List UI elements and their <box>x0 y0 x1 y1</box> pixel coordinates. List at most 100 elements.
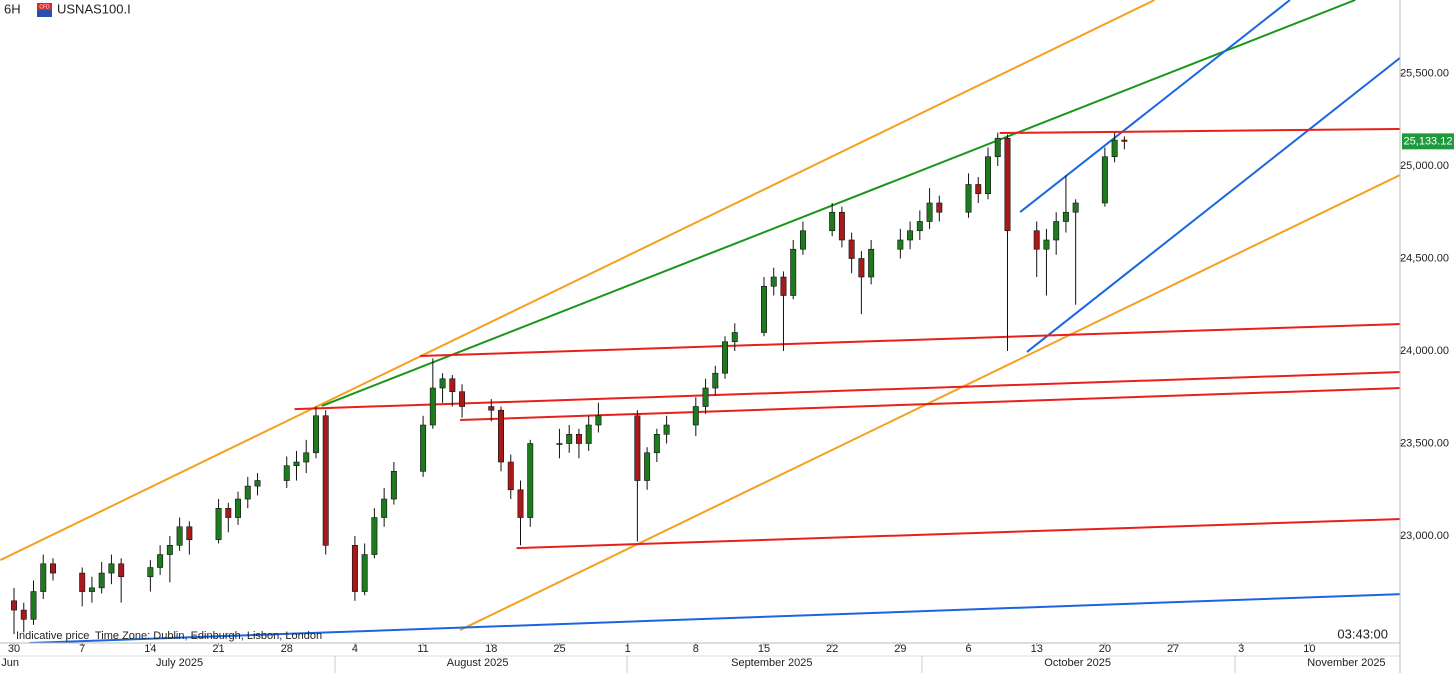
trendline <box>999 127 1400 135</box>
trendline <box>0 0 1155 562</box>
candle-body <box>595 415 602 426</box>
candle-body <box>176 526 183 546</box>
candle-body <box>186 526 193 541</box>
x-tick-label: 25 <box>553 643 565 655</box>
candle-body <box>244 485 251 500</box>
candle-layer <box>11 132 1128 635</box>
x-tick-label: 1 <box>625 643 631 655</box>
candle-body <box>459 391 466 407</box>
trendline <box>1019 0 1291 213</box>
month-label: October 2025 <box>1044 657 1111 669</box>
candle-body <box>926 202 933 222</box>
candle-body <box>498 409 504 463</box>
candle-body <box>1033 230 1040 250</box>
candle-body <box>488 406 495 411</box>
candle-body <box>780 276 787 296</box>
candle-body <box>381 498 388 518</box>
trendline <box>420 322 1400 358</box>
last-price-label: 25,133.12 <box>1404 135 1453 147</box>
symbol-icon-top <box>37 3 52 10</box>
trendline <box>1026 57 1400 353</box>
candle-body <box>566 433 573 444</box>
candle-body <box>293 461 300 467</box>
month-label: August 2025 <box>447 657 509 669</box>
candle-body <box>712 372 719 389</box>
y-tick-label: 23,500.00 <box>1400 437 1449 449</box>
x-tick-label: 3 <box>1238 643 1244 655</box>
candle-body <box>361 554 368 592</box>
candle-body <box>88 587 95 592</box>
trendline <box>29 593 1400 643</box>
candle-body <box>351 545 358 592</box>
y-tick-label: 24,000.00 <box>1400 345 1449 357</box>
candle-body <box>98 572 105 589</box>
candle-body <box>829 211 836 232</box>
x-tick-label: 11 <box>417 643 428 655</box>
candle-body <box>449 378 456 393</box>
y-tick-label: 24,500.00 <box>1400 252 1449 264</box>
candle-body <box>1072 202 1079 213</box>
candle-body <box>663 424 670 435</box>
candle-body <box>527 443 534 518</box>
candle-body <box>585 424 592 444</box>
candle-body <box>1004 137 1011 232</box>
x-tick-label: 28 <box>281 643 293 655</box>
candle-body <box>799 230 806 250</box>
timeframe: 6H <box>4 1 21 16</box>
clock: 03:43:00 <box>1337 626 1388 641</box>
candle-body <box>254 480 261 487</box>
candle-body <box>702 387 709 407</box>
trendline-layer <box>0 0 1400 643</box>
candle-body <box>1111 139 1118 158</box>
x-tick-label: 27 <box>1167 643 1179 655</box>
trendline <box>516 518 1400 550</box>
candle-body <box>108 563 115 574</box>
x-tick-label: 30 <box>8 643 20 655</box>
candle-body <box>79 572 86 592</box>
candle-body <box>848 239 855 259</box>
candle-body <box>303 452 310 463</box>
candle-body <box>1062 211 1069 222</box>
candle-body <box>429 387 436 426</box>
x-tick-label: 22 <box>826 643 838 655</box>
candle-body <box>50 563 56 574</box>
candle-body <box>897 239 904 250</box>
candle-body <box>20 609 27 620</box>
last-price-tag <box>1402 133 1454 150</box>
candle-body <box>965 184 972 213</box>
candle-body <box>1043 239 1050 250</box>
x-tick-label: 6 <box>965 643 971 655</box>
candle-body <box>517 489 524 518</box>
candle-body <box>390 470 397 500</box>
candle-body <box>283 465 290 481</box>
trendline <box>321 0 1356 407</box>
candle-body <box>858 258 865 278</box>
x-tick-label: 8 <box>693 643 699 655</box>
x-tick-label: 14 <box>144 643 156 655</box>
candle-body <box>644 452 651 481</box>
x-tick-label: 20 <box>1099 643 1111 655</box>
candle-body <box>507 461 514 491</box>
trendline <box>294 371 1400 411</box>
candle-body <box>556 443 563 445</box>
candle-body <box>322 415 329 546</box>
candle-body <box>215 507 222 541</box>
candle-body <box>731 332 738 343</box>
candle-body <box>838 211 845 241</box>
trendline <box>459 174 1400 631</box>
candle-body <box>166 545 173 555</box>
candle-body <box>157 554 164 568</box>
month-label: July 2025 <box>156 657 203 669</box>
candle-body <box>1121 139 1128 142</box>
x-tick-label: 4 <box>352 643 358 655</box>
x-tick-label: 29 <box>894 643 906 655</box>
candle-body <box>916 221 923 232</box>
candle-body <box>868 248 875 278</box>
candle-body <box>722 341 729 374</box>
candle-body <box>907 230 914 241</box>
candle-body <box>147 567 154 578</box>
candle-body <box>1101 156 1108 204</box>
candle-body <box>30 591 37 620</box>
price-note: Indicative price <box>16 630 89 642</box>
